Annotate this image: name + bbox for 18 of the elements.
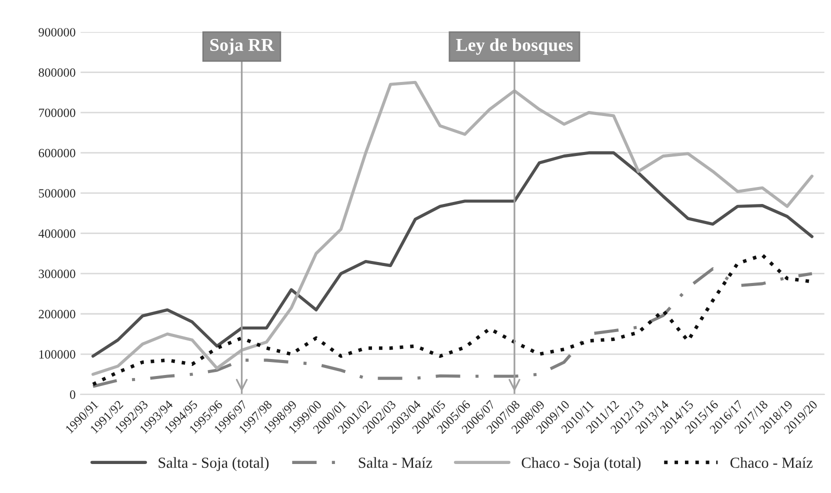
- y-tick-label: 900000: [38, 28, 76, 37]
- y-tick-label: 700000: [39, 108, 76, 118]
- ref-line-label: Ley de bosques: [456, 38, 573, 55]
- y-tick-label: 200000: [38, 310, 76, 318]
- y-tick-label: 400000: [38, 229, 76, 238]
- y-tick-label: 600000: [38, 148, 76, 158]
- y-tick-label: 300000: [38, 270, 76, 278]
- legend-label: Salta - Maíz: [358, 457, 432, 468]
- legend-label: Chaco - Soja (total): [522, 457, 641, 472]
- y-tick-label: 100000: [39, 350, 76, 359]
- ref-line-label: Soja RR: [210, 38, 274, 55]
- legend-label: Salta - Soja (total): [158, 457, 269, 472]
- y-tick-label: 0: [70, 390, 76, 399]
- y-tick-label: 800000: [38, 68, 76, 77]
- line-series: [91, 151, 814, 358]
- legend-label: Chaco - Maíz: [730, 457, 813, 468]
- line-series: [91, 80, 814, 376]
- y-tick-label: 500000: [38, 189, 76, 198]
